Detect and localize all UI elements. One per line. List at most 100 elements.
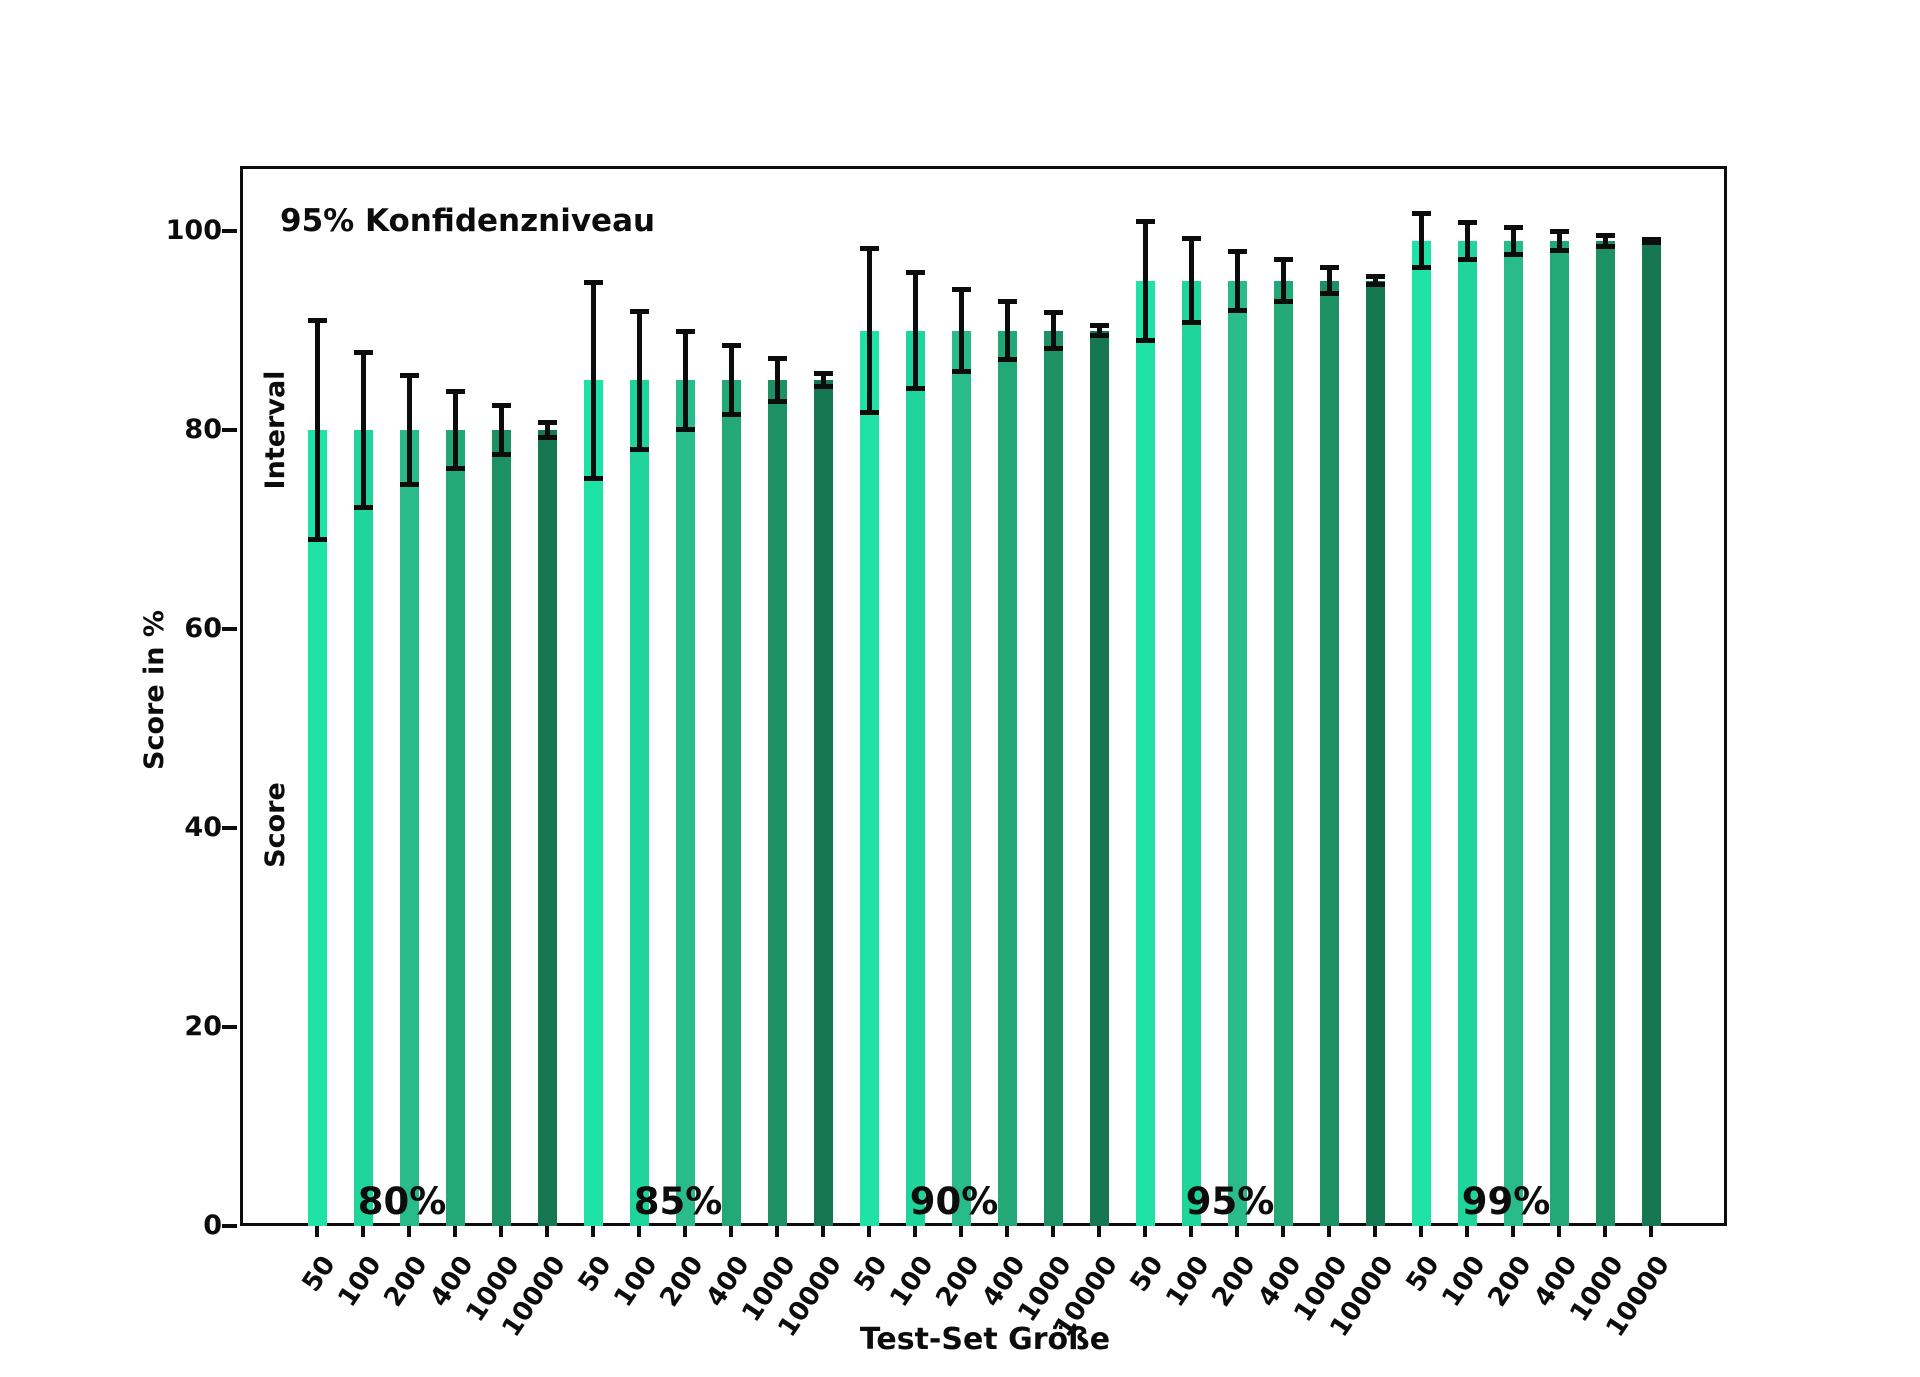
error-bar-cap-bottom — [583, 475, 603, 481]
x-tick-label: 100 — [608, 1250, 664, 1313]
y-axis-tick — [222, 229, 237, 233]
bar-99%-200 — [1503, 240, 1523, 1226]
error-bar-cap-bottom — [1457, 257, 1477, 263]
error-bar — [1188, 238, 1194, 324]
error-bar-cap-top — [721, 343, 741, 349]
error-bar — [1418, 213, 1424, 269]
error-bar — [544, 422, 550, 438]
error-bar-cap-bottom — [1319, 291, 1339, 297]
bar-99%-10000 — [1641, 240, 1661, 1226]
error-bar — [1096, 324, 1102, 337]
bar-99%-1000 — [1595, 240, 1615, 1226]
error-bar-cap-top — [1135, 218, 1155, 224]
error-bar-cap-bottom — [491, 451, 511, 457]
error-bar — [1280, 259, 1286, 303]
error-bar-cap-bottom — [1227, 307, 1247, 313]
error-bar — [1142, 220, 1148, 341]
bar-90%-200 — [951, 330, 971, 1226]
error-bar-cap-top — [307, 317, 327, 323]
x-axis-tick — [1419, 1226, 1423, 1237]
x-axis-tick — [1235, 1226, 1239, 1237]
group-label: 95% — [1185, 1180, 1275, 1223]
x-axis-tick — [499, 1226, 503, 1237]
error-bar-cap-top — [767, 356, 787, 362]
error-bar — [314, 319, 320, 541]
x-axis-tick — [637, 1226, 641, 1237]
x-axis-tick — [1327, 1226, 1331, 1237]
x-axis-tick — [683, 1226, 687, 1237]
bar-90%-400 — [997, 330, 1017, 1226]
confidence-level-annotation: 95% Konfidenzniveau — [280, 203, 656, 239]
bar-95%-200 — [1227, 280, 1247, 1226]
error-bar-cap-top — [1411, 211, 1431, 217]
x-tick-label: 100 — [1160, 1250, 1216, 1313]
error-bar-cap-bottom — [1043, 346, 1063, 351]
error-bar — [406, 374, 412, 486]
error-bar-cap-bottom — [1365, 282, 1385, 288]
bar-95%-100 — [1181, 280, 1201, 1226]
error-bar-cap-top — [1549, 229, 1569, 235]
y-axis-tick — [222, 1224, 237, 1228]
error-bar-cap-top — [1273, 257, 1293, 263]
x-axis-tick — [1511, 1226, 1515, 1237]
error-bar-cap-bottom — [721, 412, 741, 418]
error-bar-cap-top — [951, 287, 971, 293]
error-bar-cap-bottom — [767, 399, 787, 405]
error-bar-cap-bottom — [1411, 265, 1431, 271]
bar-85%-1000 — [767, 380, 787, 1226]
y-axis-tick — [222, 1025, 237, 1029]
x-axis-tick — [315, 1226, 319, 1237]
error-bar — [866, 247, 872, 414]
error-bar-cap-bottom — [1181, 320, 1201, 326]
x-axis-tick — [913, 1226, 917, 1237]
x-tick-label: 200 — [1206, 1250, 1262, 1313]
error-bar — [452, 390, 458, 469]
error-bar-cap-top — [1595, 232, 1615, 238]
error-bar-cap-bottom — [1641, 239, 1661, 245]
error-bar — [682, 330, 688, 430]
x-axis-tick — [821, 1226, 825, 1237]
error-bar-cap-top — [1365, 274, 1385, 280]
error-bar — [774, 358, 780, 403]
error-bar — [1602, 234, 1608, 248]
error-bar — [728, 345, 734, 416]
bar-85%-200 — [675, 380, 695, 1226]
bar-95%-1000 — [1319, 280, 1339, 1226]
x-axis-tick — [1281, 1226, 1285, 1237]
error-bar-cap-top — [537, 420, 557, 426]
bar-90%-100 — [905, 330, 925, 1226]
bar-80%-10000 — [537, 430, 557, 1226]
x-axis-tick — [1005, 1226, 1009, 1237]
bar-95%-10000 — [1365, 280, 1385, 1226]
y-axis-label: Score in % — [139, 610, 170, 770]
bar-80%-50 — [307, 430, 327, 1226]
plot-inner: 95% Konfidenzniveau Interval Score 80% 85… — [222, 166, 1727, 1237]
error-bar-cap-top — [491, 403, 511, 409]
error-bar-cap-bottom — [1089, 333, 1109, 339]
y-tick-label: 40 — [184, 812, 222, 843]
error-bar — [1372, 276, 1378, 286]
x-axis-tick — [959, 1226, 963, 1237]
y-tick-label: 0 — [203, 1210, 222, 1241]
bar-90%-1000 — [1043, 330, 1063, 1226]
y-tick-label: 100 — [165, 215, 222, 246]
error-bar — [1234, 250, 1240, 311]
error-bar-cap-top — [629, 308, 649, 314]
x-axis-tick — [867, 1226, 871, 1237]
x-tick-label: 100 — [332, 1250, 388, 1313]
error-bar-cap-top — [445, 388, 465, 394]
error-bar — [1464, 221, 1470, 261]
bar-80%-200 — [399, 430, 419, 1226]
y-axis-tick — [222, 428, 237, 432]
x-axis-tick — [591, 1226, 595, 1237]
y-axis-tick — [222, 627, 237, 631]
error-bar-cap-bottom — [537, 434, 557, 440]
error-bar — [360, 351, 366, 508]
error-bar-cap-top — [675, 328, 695, 334]
error-bar-cap-top — [353, 349, 373, 355]
x-tick-label: 200 — [930, 1250, 986, 1313]
group-label: 99% — [1461, 1180, 1551, 1223]
x-axis-tick — [1143, 1226, 1147, 1237]
error-bar — [912, 271, 918, 389]
x-axis-tick — [1373, 1226, 1377, 1237]
